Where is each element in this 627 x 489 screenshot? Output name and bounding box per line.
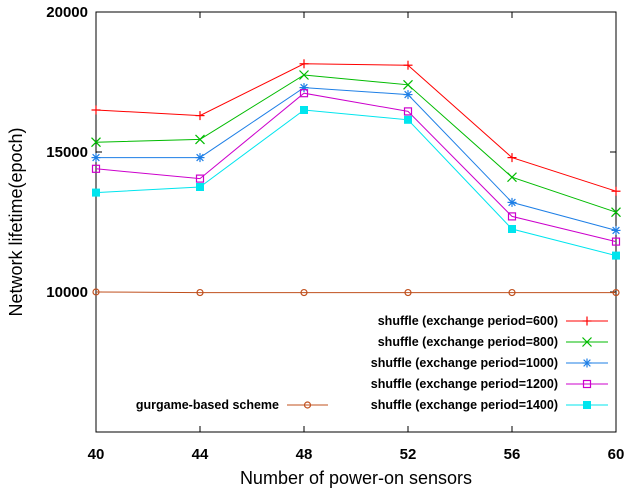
y-tick-label: 15000 bbox=[46, 144, 88, 161]
legend-item: shuffle (exchange period=1200) bbox=[371, 377, 608, 391]
data-point bbox=[582, 379, 592, 389]
data-point bbox=[507, 212, 517, 221]
data-point bbox=[300, 288, 308, 297]
data-point bbox=[299, 89, 309, 98]
data-point bbox=[404, 115, 412, 124]
legend-item: gurgame-based scheme bbox=[136, 398, 328, 412]
data-point bbox=[195, 111, 205, 121]
data-point bbox=[403, 90, 413, 100]
plot-frame bbox=[95, 11, 617, 433]
series-layer bbox=[91, 59, 621, 297]
x-axis-label: Number of power-on sensors bbox=[240, 468, 472, 488]
series-1 bbox=[91, 70, 621, 218]
data-point bbox=[611, 207, 621, 218]
y-tick-label: 20000 bbox=[46, 4, 88, 21]
data-point bbox=[611, 237, 621, 246]
y-tick-label: 10000 bbox=[46, 284, 88, 301]
data-point bbox=[196, 183, 204, 191]
data-point bbox=[299, 59, 309, 69]
series-4 bbox=[92, 106, 620, 260]
data-point bbox=[91, 153, 101, 163]
data-point bbox=[582, 316, 592, 326]
data-point bbox=[611, 225, 621, 235]
x-tick-label: 48 bbox=[296, 446, 313, 463]
x-tick-label: 52 bbox=[400, 446, 417, 463]
data-point bbox=[403, 79, 413, 90]
data-point bbox=[91, 137, 101, 148]
data-point bbox=[404, 288, 412, 297]
data-point bbox=[303, 401, 312, 409]
data-point bbox=[92, 288, 100, 296]
x-tick-label: 60 bbox=[608, 446, 625, 463]
data-point bbox=[507, 172, 517, 183]
data-point bbox=[195, 174, 205, 183]
data-point bbox=[507, 153, 517, 163]
legend-label: shuffle (exchange period=1400) bbox=[371, 398, 558, 412]
legend-item: shuffle (exchange period=800) bbox=[378, 335, 608, 349]
series-3 bbox=[91, 89, 621, 246]
data-point bbox=[508, 225, 516, 233]
data-point bbox=[403, 107, 413, 116]
x-tick-label: 56 bbox=[504, 446, 521, 463]
data-point bbox=[91, 105, 101, 115]
data-point bbox=[196, 288, 204, 297]
series-2 bbox=[91, 83, 621, 235]
data-point bbox=[612, 251, 620, 260]
data-point bbox=[582, 358, 592, 368]
series-5 bbox=[92, 288, 620, 297]
data-point bbox=[611, 186, 621, 196]
data-point bbox=[507, 197, 517, 207]
x-tick-label: 40 bbox=[88, 446, 105, 463]
legend-label: gurgame-based scheme bbox=[136, 398, 279, 412]
legend-item: shuffle (exchange period=600) bbox=[378, 314, 608, 328]
data-point bbox=[195, 153, 205, 163]
series-line bbox=[95, 291, 616, 294]
data-point bbox=[300, 106, 308, 114]
series-0 bbox=[91, 59, 621, 196]
y-axis-label: Network lifetime(epoch) bbox=[6, 127, 26, 316]
data-point bbox=[508, 288, 516, 297]
data-point bbox=[195, 134, 205, 145]
tick-labels: 40 44 48 52 56 60 10000 15000 20000 bbox=[46, 4, 624, 463]
legend-label: shuffle (exchange period=1000) bbox=[371, 356, 558, 370]
legend-label: shuffle (exchange period=800) bbox=[378, 335, 558, 349]
legend: shuffle (exchange period=600) shuffle (ex… bbox=[136, 314, 608, 412]
legend-label: shuffle (exchange period=600) bbox=[378, 314, 558, 328]
legend-item: shuffle (exchange period=1400) bbox=[371, 398, 608, 412]
data-point bbox=[91, 164, 101, 173]
series-line bbox=[96, 87, 617, 231]
data-point bbox=[583, 401, 591, 409]
legend-item: shuffle (exchange period=1000) bbox=[371, 356, 608, 370]
series-line bbox=[95, 63, 617, 192]
data-point bbox=[403, 60, 413, 70]
series-line bbox=[95, 92, 617, 243]
data-point bbox=[299, 70, 309, 80]
x-tick-label: 44 bbox=[192, 446, 209, 463]
series-line bbox=[95, 74, 617, 213]
data-point bbox=[612, 288, 620, 297]
data-point bbox=[92, 188, 100, 197]
legend-label: shuffle (exchange period=1200) bbox=[371, 377, 558, 391]
data-point bbox=[582, 337, 592, 347]
series-line bbox=[95, 109, 617, 257]
